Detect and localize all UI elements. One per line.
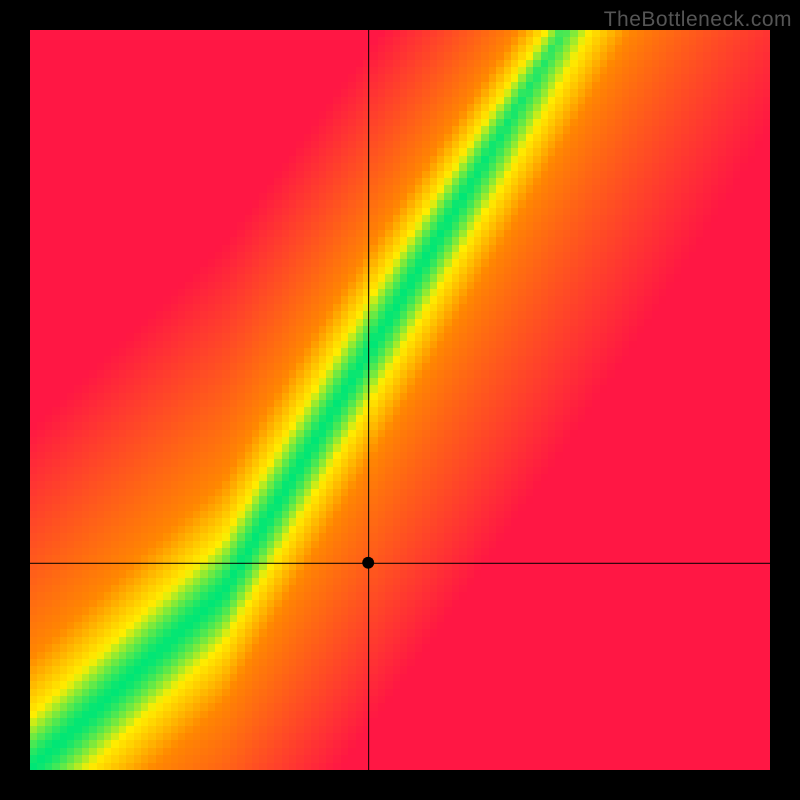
crosshair-overlay [0,0,800,800]
watermark-text: TheBottleneck.com [604,8,792,32]
chart-container: TheBottleneck.com [0,0,800,800]
